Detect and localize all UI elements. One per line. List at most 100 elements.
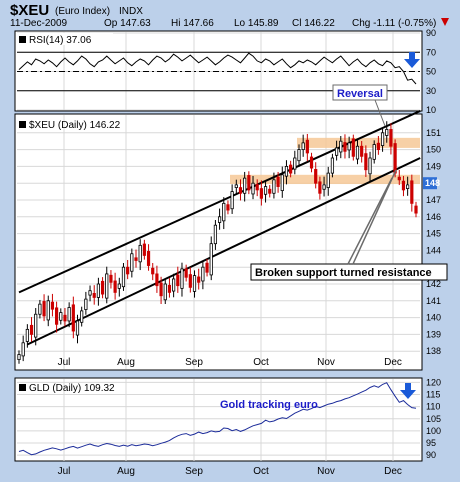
- candle-body: [113, 280, 117, 293]
- candle-body: [159, 282, 163, 297]
- rsi-tick-label: 50: [426, 67, 436, 77]
- candle-body: [238, 187, 243, 194]
- candle-body: [88, 290, 92, 296]
- candle-body: [355, 145, 360, 160]
- rsi-title-bg: [17, 33, 113, 45]
- candle-body: [217, 216, 222, 223]
- candle-body: [138, 244, 142, 263]
- candle-body: [34, 313, 38, 338]
- last-value-label: 148: [425, 178, 440, 188]
- rsi-tick-label: 10: [426, 105, 436, 115]
- candle-body: [117, 283, 121, 289]
- candle-body: [100, 280, 105, 295]
- candle-body: [92, 293, 96, 298]
- candle-body: [226, 204, 230, 211]
- candle-body: [63, 314, 67, 322]
- price-tick-label: 150: [426, 145, 441, 155]
- candle-body: [330, 157, 335, 174]
- candle-body: [276, 176, 280, 187]
- candle-body: [188, 274, 192, 288]
- gld-tick-label: 115: [426, 390, 440, 400]
- price-x-tick-label: Sep: [185, 357, 203, 368]
- candle-body: [385, 129, 389, 136]
- candle-body: [364, 153, 368, 171]
- candle-body: [184, 268, 188, 278]
- gld-series-swatch: [19, 384, 26, 391]
- candle-body: [230, 191, 234, 210]
- candle-body: [167, 284, 172, 293]
- candle-body: [309, 156, 314, 169]
- rsi-tick-label: 30: [426, 86, 436, 96]
- candle-body: [297, 149, 301, 162]
- support-pointer-left: [347, 177, 393, 265]
- gold-callout: Gold tracking euro: [220, 399, 318, 411]
- candle-body: [343, 142, 347, 152]
- gld-x-tick-label: Oct: [253, 466, 269, 477]
- ticker-name: (Euro Index): [55, 6, 110, 17]
- candle-body: [322, 184, 326, 190]
- candle-body: [259, 188, 263, 199]
- down-arrow-icon: [441, 18, 449, 26]
- gld-tick-label: 100: [426, 426, 441, 436]
- candle-body: [29, 324, 34, 335]
- rsi-line: [18, 52, 417, 85]
- gld-arrow-icon: [400, 383, 416, 399]
- candle-body: [80, 310, 84, 323]
- candle-body: [75, 320, 80, 336]
- close-value: Cl 146.22: [292, 18, 335, 29]
- candle-body: [176, 274, 180, 287]
- candle-body: [105, 273, 109, 299]
- rsi-series-swatch: [19, 36, 26, 43]
- candle-body: [25, 328, 29, 342]
- gld-tick-label: 95: [426, 438, 436, 448]
- candle-body: [314, 169, 318, 184]
- gld-x-tick-label: Aug: [117, 466, 135, 477]
- candle-body: [372, 144, 376, 160]
- candle-body: [96, 283, 100, 298]
- candle-body: [268, 188, 272, 194]
- ticker-symbol: $XEU: [10, 2, 49, 19]
- price-x-tick-label: Dec: [384, 357, 402, 368]
- candle-body: [71, 304, 75, 332]
- gld-x-tick-label: Jul: [58, 466, 71, 477]
- candle-body: [201, 266, 205, 282]
- candle-body: [289, 164, 293, 174]
- candle-body: [406, 184, 410, 189]
- candle-body: [393, 143, 397, 174]
- price-series-swatch: [19, 121, 26, 128]
- rsi-title: RSI(14) 37.06: [29, 35, 92, 46]
- support-pointer-right: [352, 169, 397, 265]
- candle-body: [109, 274, 113, 283]
- rsi-arrow-icon: [404, 52, 420, 68]
- high-value: Hi 147.66: [171, 18, 214, 29]
- resistance-band: [230, 174, 420, 185]
- price-tick-label: 139: [426, 329, 441, 339]
- candle-body: [255, 184, 259, 191]
- candle-body: [38, 303, 42, 315]
- candle-body: [318, 181, 322, 194]
- candle-body: [192, 275, 197, 292]
- candle-body: [59, 312, 63, 321]
- candle-body: [280, 174, 284, 191]
- candle-body: [126, 266, 130, 275]
- gld-panel: [14, 377, 423, 462]
- candle-body: [410, 180, 414, 204]
- candle-body: [376, 142, 380, 151]
- candle-body: [180, 268, 184, 289]
- candle-body: [326, 172, 330, 188]
- gld-title: GLD (Daily) 109.32: [29, 383, 115, 394]
- price-tick-label: 149: [426, 161, 441, 171]
- candle-body: [172, 278, 176, 292]
- candle-body: [209, 243, 213, 276]
- price-x-tick-label: Aug: [117, 357, 135, 368]
- channel-line: [26, 157, 421, 346]
- candle-body: [17, 354, 21, 360]
- candle-body: [301, 142, 305, 151]
- candle-body: [414, 205, 418, 214]
- candle-body: [142, 243, 146, 256]
- candle-body: [213, 224, 218, 245]
- rsi-tick-label: 90: [426, 28, 436, 38]
- candle-body: [397, 176, 401, 181]
